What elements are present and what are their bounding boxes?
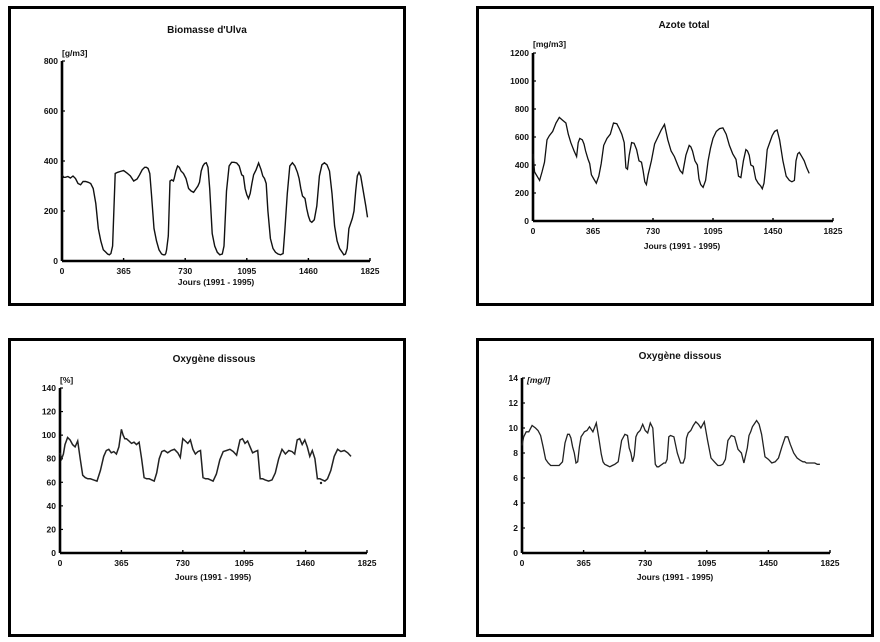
y-tick-label: 14 (509, 373, 519, 383)
x-tick-label: 1460 (299, 266, 318, 276)
y-tick-label: 200 (515, 188, 529, 198)
y-tick-label: 100 (42, 430, 56, 440)
x-axis-label: Jours (1991 - 1995) (178, 277, 255, 287)
panel-oxygene-pct (8, 338, 406, 637)
y-unit-label: [%] (60, 375, 73, 385)
axes: 0 2 4 6 8 10 12 14 0 365 730 1095 1450 1825 (509, 373, 840, 568)
x-tick-label: 1825 (361, 266, 380, 276)
y-tick-label: 80 (47, 454, 57, 464)
y-tick-label: 200 (44, 206, 58, 216)
y-tick-label: 800 (44, 56, 58, 66)
x-tick-label: 1825 (821, 558, 840, 568)
x-tick-label: 365 (114, 558, 128, 568)
axes: 0 200 400 600 800 1000 1200 0 365 730 1095 1450 1825 (510, 48, 843, 236)
y-tick-label: 0 (524, 216, 529, 226)
y-tick-label: 1200 (510, 48, 529, 58)
axes: 0 20 40 60 80 100 120 140 0 365 730 1095 1460 1825 (42, 383, 377, 568)
x-tick-label: 1825 (824, 226, 843, 236)
x-tick-label: 730 (176, 558, 190, 568)
y-tick-label: 6 (513, 473, 518, 483)
y-tick-label: 400 (44, 156, 58, 166)
x-tick-label: 0 (520, 558, 525, 568)
y-tick-label: 600 (515, 132, 529, 142)
y-tick-label: 20 (47, 524, 57, 534)
chart-title: Oxygène dissous (173, 354, 256, 365)
x-tick-label: 730 (178, 266, 192, 276)
y-tick-label: 2 (513, 523, 518, 533)
x-tick-label: 1095 (235, 558, 254, 568)
y-tick-label: 140 (42, 383, 56, 393)
y-tick-label: 60 (47, 477, 57, 487)
panel-biomasse (8, 6, 406, 306)
x-tick-label: 0 (60, 266, 65, 276)
y-tick-label: 600 (44, 106, 58, 116)
y-tick-label: 0 (53, 256, 58, 266)
x-tick-label: 365 (577, 558, 591, 568)
x-axis-label: Jours (1991 - 1995) (644, 241, 721, 251)
x-axis-label: Jours (1991 - 1995) (637, 572, 714, 582)
chart-biomasse: Biomasse d'Ulva [g/m3] Jours (1991 - 199… (44, 25, 380, 287)
x-tick-label: 1095 (237, 266, 256, 276)
x-tick-label: 1450 (759, 558, 778, 568)
y-unit-label: [g/m3] (62, 48, 88, 58)
y-tick-label: 8 (513, 448, 518, 458)
x-axis-label: Jours (1991 - 1995) (175, 572, 252, 582)
x-tick-label: 1095 (704, 226, 723, 236)
x-tick-label: 0 (531, 226, 536, 236)
y-unit-label: [mg/l] (526, 375, 551, 385)
x-tick-label: 1825 (358, 558, 377, 568)
y-tick-label: 0 (51, 548, 56, 558)
y-tick-label: 40 (47, 501, 57, 511)
data-line (59, 429, 352, 483)
y-tick-label: 10 (509, 423, 519, 433)
stray-dot (319, 481, 323, 485)
x-tick-label: 0 (58, 558, 63, 568)
chart-title: Oxygène dissous (639, 351, 722, 362)
axes: 0 200 400 600 800 0 365 730 1095 1460 1825 (44, 56, 380, 276)
y-tick-label: 1000 (510, 76, 529, 86)
data-line (61, 160, 369, 256)
y-tick-label: 400 (515, 160, 529, 170)
x-tick-label: 1450 (764, 226, 783, 236)
chart-oxygene-mgl: Oxygène dissous [mg/l] Jours (1991 - 199… (509, 351, 840, 582)
panel-azote (476, 6, 874, 306)
x-tick-label: 1460 (296, 558, 315, 568)
chart-azote: Azote total [mg/m3] Jours (1991 - 1995) … (510, 20, 843, 251)
y-tick-label: 800 (515, 104, 529, 114)
y-tick-label: 4 (513, 498, 518, 508)
x-tick-label: 1095 (697, 558, 716, 568)
y-tick-label: 12 (509, 398, 519, 408)
data-line (521, 419, 820, 468)
x-tick-label: 365 (117, 266, 131, 276)
y-tick-label: 0 (513, 548, 518, 558)
x-tick-label: 365 (586, 226, 600, 236)
y-unit-label: [mg/m3] (533, 39, 566, 49)
y-tick-label: 120 (42, 407, 56, 417)
chart-title: Azote total (658, 20, 709, 31)
x-tick-label: 730 (638, 558, 652, 568)
panel-oxygene-mgl (476, 338, 874, 637)
x-tick-label: 730 (646, 226, 660, 236)
chart-title: Biomasse d'Ulva (167, 25, 247, 36)
chart-oxygene-pct: Oxygène dissous [%] Jours (1991 - 1995) … (42, 354, 377, 582)
data-line (532, 116, 810, 191)
